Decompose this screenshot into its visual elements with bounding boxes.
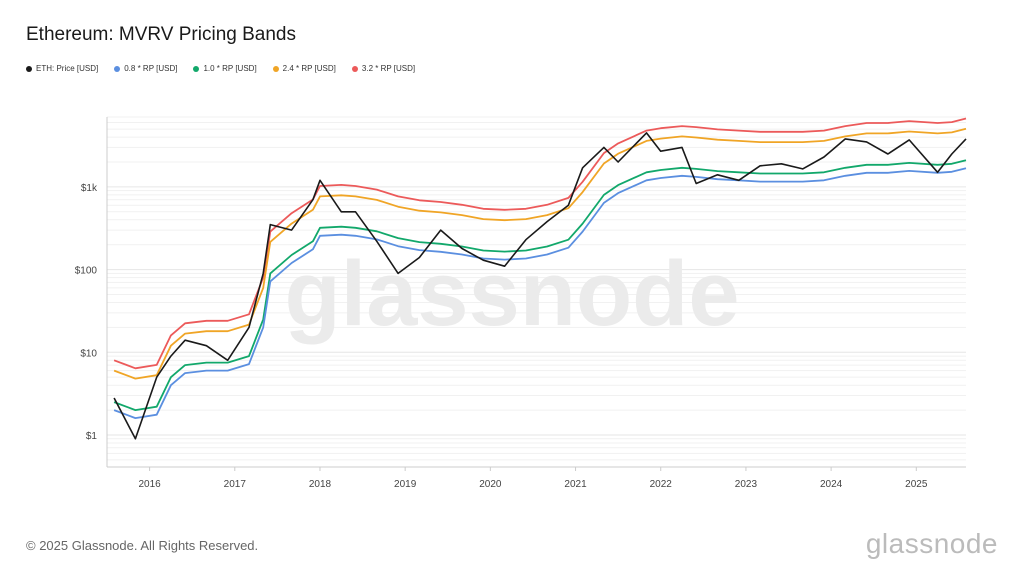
legend-label: 1.0 * RP [USD]: [203, 64, 257, 73]
x-tick-label: 2025: [905, 479, 928, 490]
y-tick-label: $1: [86, 431, 98, 442]
series-line-1: [113, 167, 967, 419]
series-line-4: [113, 117, 967, 370]
series-line-0: [113, 132, 967, 440]
legend-item[interactable]: 3.2 * RP [USD]: [351, 64, 416, 73]
x-tick-label: 2024: [820, 479, 843, 490]
legend-dot-icon: [193, 65, 200, 72]
chart-title: Ethereum: MVRV Pricing Bands: [26, 24, 296, 45]
legend-item[interactable]: 2.4 * RP [USD]: [272, 64, 336, 73]
y-tick-label: $1k: [81, 183, 98, 194]
legend-dot-icon: [114, 65, 121, 72]
x-tick-label: 2019: [394, 479, 417, 490]
y-tick-label: $10: [80, 348, 97, 359]
legend-label: 0.8 * RP [USD]: [124, 64, 178, 73]
legend-item[interactable]: 0.8 * RP [USD]: [114, 64, 177, 73]
y-tick-label: $100: [75, 266, 98, 277]
legend-item[interactable]: 1.0 * RP [USD]: [193, 64, 257, 73]
x-tick-label: 2023: [735, 479, 758, 490]
legend: ETH: Price [USD] 0.8 * RP [USD] 1.0 * RP […: [26, 64, 415, 73]
watermark: glassnode: [284, 243, 739, 345]
series-line-2: [113, 159, 967, 411]
x-tick-label: 2022: [650, 479, 673, 490]
copyright: © 2025 Glassnode. All Rights Reserved.: [26, 538, 259, 553]
legend-label: ETH: Price [USD]: [36, 64, 99, 73]
glassnode-logo: glassnode: [865, 528, 998, 559]
legend-item[interactable]: ETH: Price [USD]: [26, 64, 98, 73]
x-tick-label: 2021: [564, 479, 587, 490]
x-tick-label: 2017: [224, 479, 247, 490]
legend-dot-icon: [351, 65, 358, 72]
x-tick-label: 2016: [138, 479, 161, 490]
legend-dot-icon: [272, 65, 279, 72]
legend-dot-icon: [26, 65, 32, 72]
x-tick-label: 2020: [479, 479, 502, 490]
legend-label: 2.4 * RP [USD]: [282, 64, 336, 73]
legend-label: 3.2 * RP [USD]: [361, 64, 416, 73]
x-tick-label: 2018: [309, 479, 332, 490]
